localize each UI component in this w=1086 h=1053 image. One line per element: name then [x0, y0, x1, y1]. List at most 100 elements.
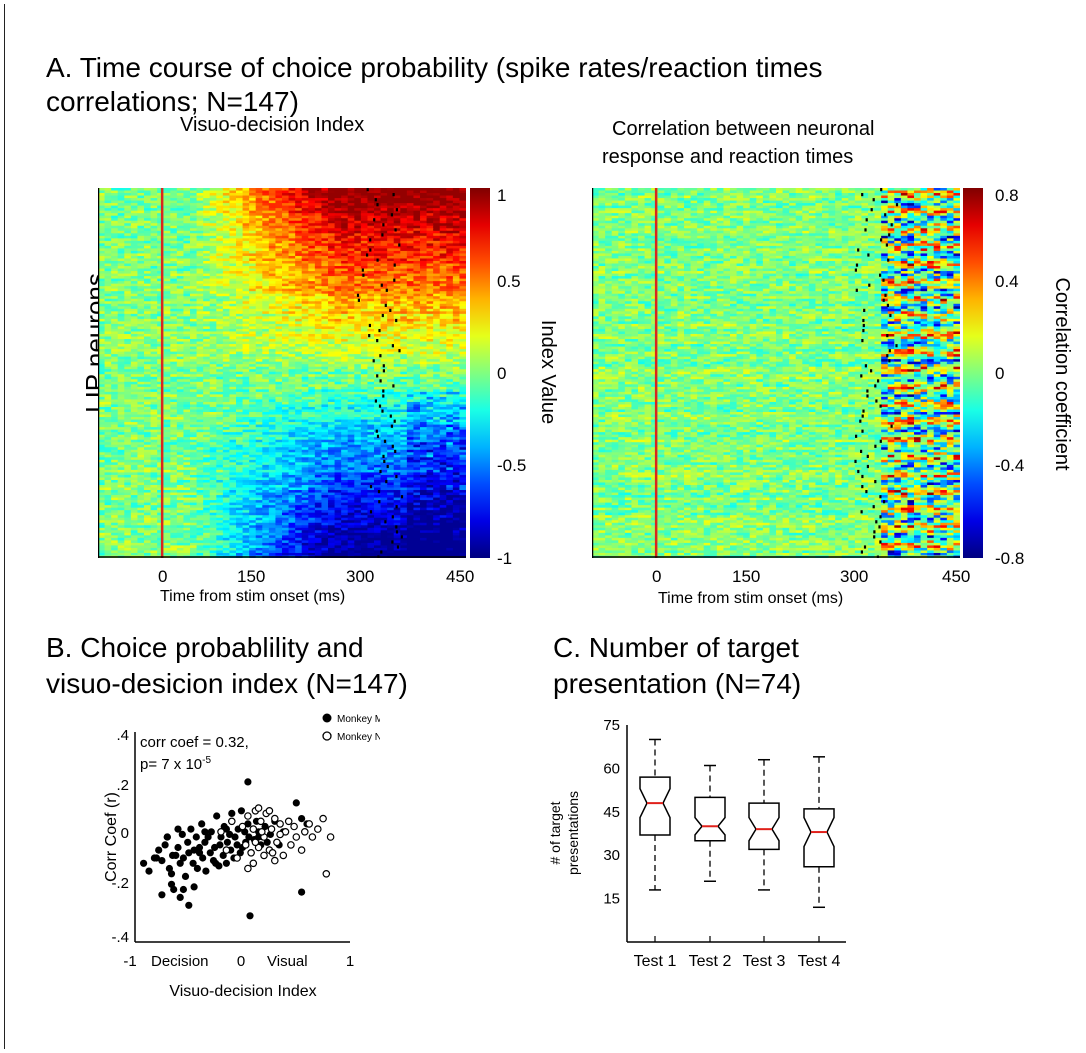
- scatter-point-monkey-n: [301, 828, 309, 836]
- scatter-annotation-corr: corr coef = 0.32,: [140, 734, 249, 751]
- scatter-xtick-0: 0: [237, 953, 245, 970]
- scatter-point-monkey-n: [308, 833, 317, 841]
- heatmap-right-xlabel: Time from stim onset (ms): [658, 590, 844, 607]
- heatmap-right-xtick-450: 450: [942, 567, 971, 586]
- scatter-point-monkey-n: [273, 838, 281, 847]
- scatter-point-monkey-m: [155, 846, 163, 854]
- scatter-annotation-p-exponent: -5: [202, 755, 211, 766]
- scatter-point-monkey-m: [198, 820, 206, 828]
- scatter-point-monkey-m: [174, 843, 182, 852]
- scatter-point-monkey-m: [202, 867, 210, 875]
- scatter-annotation-p-prefix: p= 7 x 10: [140, 756, 202, 773]
- panel-c-heading-line1: C. Number of target: [553, 632, 799, 663]
- heatmap-left-rt-markers: [356, 188, 404, 558]
- scatter-point-monkey-n: [222, 846, 231, 854]
- scatter-point-monkey-m: [217, 833, 225, 841]
- box-plot: 75 60 45 30 15 # of target presentations Tes…: [547, 717, 846, 970]
- box-ylabel-line1: # of target: [547, 801, 563, 864]
- scatter-point-monkey-m: [207, 828, 215, 836]
- box-category-label: Test 1: [634, 953, 677, 970]
- panel-b-heading-line1: B. Choice probablility and: [46, 632, 364, 663]
- scatter-xtick--1: -1: [123, 953, 136, 970]
- scatter-point-monkey-m: [228, 809, 236, 817]
- scatter-point-monkey-m: [181, 872, 190, 880]
- box-body: [639, 776, 671, 836]
- scatter-ytick--0.4: -.4: [111, 929, 129, 946]
- scatter-point-monkey-n: [249, 825, 258, 833]
- heatmap-left-xtick-0: 0: [158, 567, 168, 586]
- scatter-point-monkey-m: [178, 830, 186, 838]
- colorbar-right-tick-0: 0: [995, 364, 1005, 383]
- heatmap-right-cells: [592, 188, 960, 558]
- scatter-points: [140, 778, 335, 920]
- scatter-point-monkey-m: [145, 867, 153, 875]
- scatter-point-monkey-m: [185, 901, 193, 909]
- heatmap-left-title: Visuo-decision Index: [180, 114, 365, 136]
- scatter-point-monkey-m: [216, 841, 224, 849]
- panel-a-heading-line1: A. Time course of choice probability (sp…: [46, 52, 823, 83]
- scatter-point-monkey-m: [193, 864, 201, 873]
- scatter-point-monkey-m: [298, 888, 306, 896]
- box-body: [803, 808, 835, 868]
- scatter-point-monkey-m: [176, 859, 184, 867]
- heatmap-right-xtick-0: 0: [652, 567, 662, 586]
- scatter-point-monkey-m: [179, 854, 187, 862]
- scatter-point-monkey-m: [195, 843, 204, 852]
- scatter-point-monkey-m: [204, 833, 212, 841]
- legend-label-monkey-n: Monkey N: [337, 732, 380, 743]
- scatter-point-monkey-n: [305, 820, 314, 828]
- scatter-point-monkey-m: [163, 833, 171, 841]
- scatter-point-monkey-m: [298, 815, 306, 823]
- scatter-point-monkey-n: [217, 828, 225, 836]
- scatter-point-monkey-m: [179, 885, 187, 894]
- heatmap-right-xtick-150: 150: [732, 567, 761, 586]
- scatter-point-monkey-n: [244, 812, 252, 820]
- scatter-point-monkey-m: [223, 838, 231, 846]
- scatter-point-monkey-m: [226, 830, 234, 838]
- scatter-point-monkey-m: [184, 838, 192, 846]
- box-ytick: 15: [603, 891, 620, 908]
- scatter-point-monkey-n: [276, 830, 284, 839]
- heatmap-left-xtick-450: 450: [446, 567, 475, 586]
- scatter-point-monkey-m: [161, 841, 169, 849]
- scatter-point-monkey-n: [314, 825, 322, 833]
- scatter-point-monkey-n: [254, 804, 263, 812]
- scatter-point-monkey-n: [271, 814, 279, 823]
- scatter-xlabel-visual: Visual: [267, 953, 308, 970]
- scatter-point-monkey-n: [233, 854, 241, 862]
- scatter-ytick--0.2: -.2: [111, 875, 129, 892]
- scatter-point-monkey-m: [158, 891, 166, 899]
- scatter-point-monkey-m: [190, 846, 198, 854]
- scatter-point-monkey-n: [279, 851, 288, 860]
- figure-frame: [4, 4, 1081, 1049]
- scatter-ytick-0.2: .2: [116, 777, 129, 794]
- scatter-ytick-0: 0: [121, 825, 129, 842]
- box-ytick: 30: [603, 847, 620, 864]
- heatmap-right-title-line2: response and reaction times: [602, 146, 854, 168]
- scatter-point-monkey-m: [206, 849, 214, 857]
- box-body: [748, 802, 780, 851]
- scatter-point-monkey-m: [190, 883, 198, 891]
- scatter-point-monkey-n: [265, 807, 274, 815]
- scatter-point-monkey-m: [212, 859, 220, 867]
- box-category-label: Test 2: [689, 953, 732, 970]
- colorbar-left-label: Index Value: [537, 319, 559, 425]
- panel-c-heading-line2: presentation (N=74): [553, 668, 802, 699]
- heatmap-left-xtick-150: 150: [237, 567, 266, 586]
- box-4: Test 4: [798, 756, 840, 970]
- box-1: Test 1: [634, 738, 677, 970]
- box-category-label: Test 3: [743, 953, 786, 970]
- scatter-xtick-1: 1: [346, 953, 354, 970]
- scatter-plot: .4 .2 0 -.2 -.4 -1 0 1 Decision Visual V…: [103, 713, 380, 1000]
- box-ytick: 75: [603, 717, 620, 734]
- scatter-point-monkey-n: [244, 864, 252, 873]
- heatmap-left: [98, 188, 466, 558]
- scatter-point-monkey-n: [322, 870, 331, 878]
- box-body: [694, 796, 726, 842]
- scatter-point-monkey-n: [241, 841, 250, 849]
- scatter-point-monkey-n: [284, 817, 293, 826]
- scatter-ylabel: Corr Coef (r): [103, 792, 120, 882]
- scatter-ytick-0.4: .4: [116, 727, 129, 744]
- legend-marker-monkey-m: [322, 713, 332, 723]
- scatter-point-monkey-n: [297, 846, 306, 854]
